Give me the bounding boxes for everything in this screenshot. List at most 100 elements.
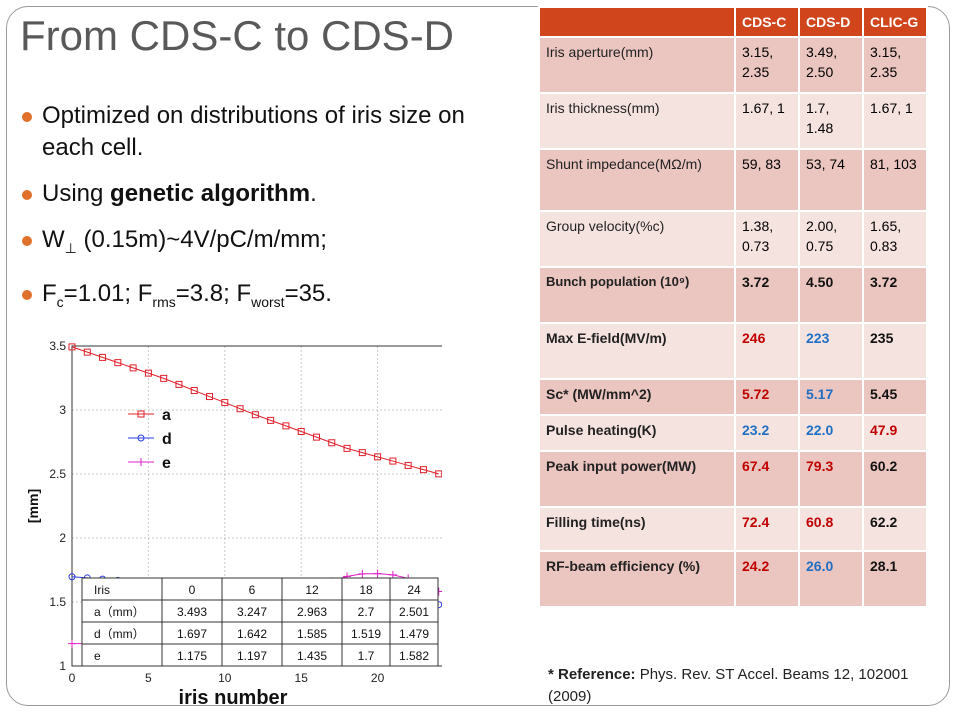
reference-label: * Reference: [548, 666, 636, 683]
table-row-label: Iris thickness(mm) [538, 92, 736, 150]
data-point-a [160, 374, 168, 382]
data-point-a [358, 449, 366, 457]
table-cell: 72.4 [734, 506, 800, 552]
inset-table-cell: 1.7 [358, 649, 375, 663]
bullet-text: (0.15m)~4V/pC/m/mm; [76, 226, 327, 253]
x-tick-label: 10 [218, 671, 232, 685]
inset-table-cell: 1.697 [177, 627, 207, 641]
table-row-label: Shunt impedance(MΩ/m) [538, 148, 736, 212]
bullet-text: W [42, 226, 65, 253]
table-cell: 1.7, 1.48 [798, 92, 864, 150]
table-cell: 28.1 [862, 550, 928, 608]
table-cell: 1.67, 1 [734, 92, 800, 150]
slide-title: From CDS-C to CDS-D [20, 12, 455, 59]
table-cell: 4.50 [798, 266, 864, 324]
bullet-subscript: ⊥ [64, 239, 77, 256]
table-row: RF-beam efficiency (%) 24.2 26.0 28.1 [538, 550, 928, 608]
bullet-text: F [42, 279, 57, 307]
x-tick-label: 5 [145, 671, 152, 685]
table-cell: 1.38, 0.73 [734, 210, 800, 268]
table-row: Peak input power(MW) 67.4 79.3 60.2 [538, 450, 928, 508]
bullet-text: =35. [284, 279, 332, 307]
series-line-a [71, 346, 439, 475]
bullet-item: Fc=1.01; Frms=3.8; Fworst=35. [16, 278, 516, 318]
bullet-text: =3.8; F [175, 279, 252, 307]
table-row: Iris aperture(mm) 3.15, 2.35 3.49, 2.50 3.1… [538, 36, 928, 94]
bullet-text: Optimized on distributions of iris size … [42, 102, 465, 161]
table-row: Bunch population (10⁹) 3.72 4.50 3.72 [538, 266, 928, 324]
legend-marker [137, 410, 145, 418]
inset-table-header: 12 [305, 583, 319, 597]
inset-table-cell: 1.479 [399, 627, 429, 641]
data-point-a [297, 428, 305, 436]
inset-table-cell: e [94, 649, 101, 663]
table-cell: 5.72 [734, 378, 800, 416]
table-cell: 59, 83 [734, 148, 800, 212]
table-cell: 60.2 [862, 450, 928, 508]
comparison-table: CDS-C CDS-D CLIC-G Iris aperture(mm) 3.15… [538, 6, 928, 608]
table-cell: 1.67, 1 [862, 92, 928, 150]
bullet-text: . [310, 180, 317, 207]
table-row-label: Filling time(ns) [538, 506, 736, 552]
data-point-a [419, 466, 427, 474]
table-cell: 5.17 [798, 378, 864, 416]
data-point-a [312, 433, 320, 441]
legend-label: e [162, 455, 171, 472]
data-point-a [190, 387, 198, 395]
legend-label: d [162, 431, 172, 448]
data-point-a [175, 380, 183, 388]
bullet-item: W⊥ (0.15m)~4V/pC/m/mm; [16, 224, 516, 264]
table-cell: 5.45 [862, 378, 928, 416]
inset-table-cell: 2.501 [399, 605, 429, 619]
data-point-a [404, 461, 412, 469]
table-row: Sc* (MW/mm^2) 5.72 5.17 5.45 [538, 378, 928, 416]
bullet-dot-icon [22, 112, 32, 122]
table-cell: 67.4 [734, 450, 800, 508]
table-cell: 79.3 [798, 450, 864, 508]
table-row: Max E-field(MV/m) 246 223 235 [538, 322, 928, 380]
table-cell: 223 [798, 322, 864, 380]
inset-table-header: 24 [407, 583, 421, 597]
inset-table-cell: 1.197 [237, 649, 267, 663]
data-point-a [114, 359, 122, 367]
data-point-a [282, 422, 290, 430]
x-tick-label: 0 [69, 671, 76, 685]
inset-table-header: 0 [189, 583, 196, 597]
inset-table-cell: 1.582 [399, 649, 429, 663]
data-point-a [83, 348, 91, 356]
legend-marker [137, 434, 145, 442]
inset-table-cell: 1.435 [297, 649, 327, 663]
data-point-a [221, 399, 229, 407]
table-cell: 26.0 [798, 550, 864, 608]
table-row: Iris thickness(mm) 1.67, 1 1.7, 1.48 1.67, … [538, 92, 928, 150]
y-tick-label: 2 [59, 531, 66, 545]
bullet-text: Using [42, 180, 111, 207]
data-point-a [251, 411, 259, 419]
table-row-label: Sc* (MW/mm^2) [538, 378, 736, 416]
bullet-list: Optimized on distributions of iris size … [16, 100, 516, 332]
table-header-cell [538, 6, 736, 38]
inset-table-header: 18 [359, 583, 373, 597]
inset-table-cell: 1.585 [297, 627, 327, 641]
table-cell: 22.0 [798, 414, 864, 452]
table-cell: 3.72 [862, 266, 928, 324]
table-cell: 60.8 [798, 506, 864, 552]
bullet-subscript: c [56, 293, 64, 310]
table-cell: 3.15, 2.35 [734, 36, 800, 94]
inset-table-cell: 2.7 [358, 605, 375, 619]
data-point-a [144, 369, 152, 377]
bullet-bold-text: genetic algorithm [110, 180, 311, 207]
table-row-label: Pulse heating(K) [538, 414, 736, 452]
inset-table-cell: 3.493 [177, 605, 207, 619]
x-axis-label: iris number [179, 687, 288, 709]
x-tick-label: 20 [371, 671, 385, 685]
data-point-a [343, 444, 351, 452]
inset-table-cell: 1.642 [237, 627, 267, 641]
table-cell: 81, 103 [862, 148, 928, 212]
inset-table-header: 6 [249, 583, 256, 597]
table-cell: 2.00, 0.75 [798, 210, 864, 268]
table-cell: 62.2 [862, 506, 928, 552]
table-row-label: Max E-field(MV/m) [538, 322, 736, 380]
y-tick-label: 1 [59, 659, 66, 673]
table-header-cell: CLIC-G [862, 6, 928, 38]
